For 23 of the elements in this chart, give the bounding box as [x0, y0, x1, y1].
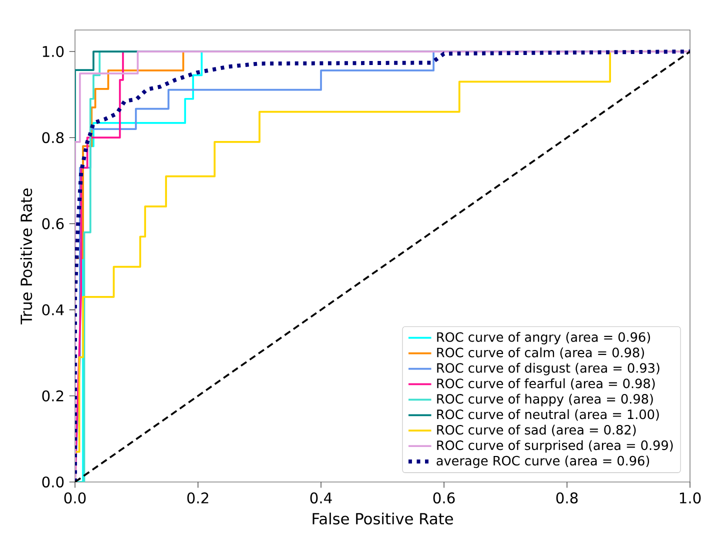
x-tick-label: 0.6	[433, 492, 455, 504]
x-tick-label: 0.8	[556, 492, 578, 504]
legend-label: average ROC curve (area = 0.96)	[436, 456, 650, 468]
legend-label: ROC curve of disgust (area = 0.93)	[437, 362, 660, 376]
y-tick-label: 0.6	[42, 218, 64, 230]
y-tick-label: 0.4	[42, 304, 64, 316]
y-tick-label: 0.8	[42, 132, 64, 144]
legend-label: ROC curve of neutral (area = 1.00)	[437, 409, 659, 421]
x-tick-label: 0.2	[187, 492, 208, 504]
legend-label: ROC curve of calm (area = 0.98)	[437, 347, 644, 359]
x-tick-label: 1.0	[680, 492, 701, 504]
legend-label: ROC curve of sad (area = 0.82)	[437, 424, 636, 436]
y-axis-title: True Positive Rate	[20, 188, 32, 324]
y-tick-label: 0.0	[42, 476, 64, 488]
x-tick-label: 0.0	[64, 492, 86, 504]
y-tick-label: 1.0	[42, 46, 64, 58]
legend-label: ROC curve of surprised (area = 0.99)	[437, 440, 673, 453]
legend-label: ROC curve of fearful (area = 0.98)	[437, 378, 655, 390]
legend-label: ROC curve of angry (area = 0.96)	[437, 332, 650, 344]
y-tick-label: 0.2	[42, 390, 64, 402]
legend-label: ROC curve of happy (area = 0.98)	[437, 394, 653, 406]
x-tick-label: 0.4	[310, 492, 332, 504]
x-axis-title: False Positive Rate	[312, 512, 453, 525]
